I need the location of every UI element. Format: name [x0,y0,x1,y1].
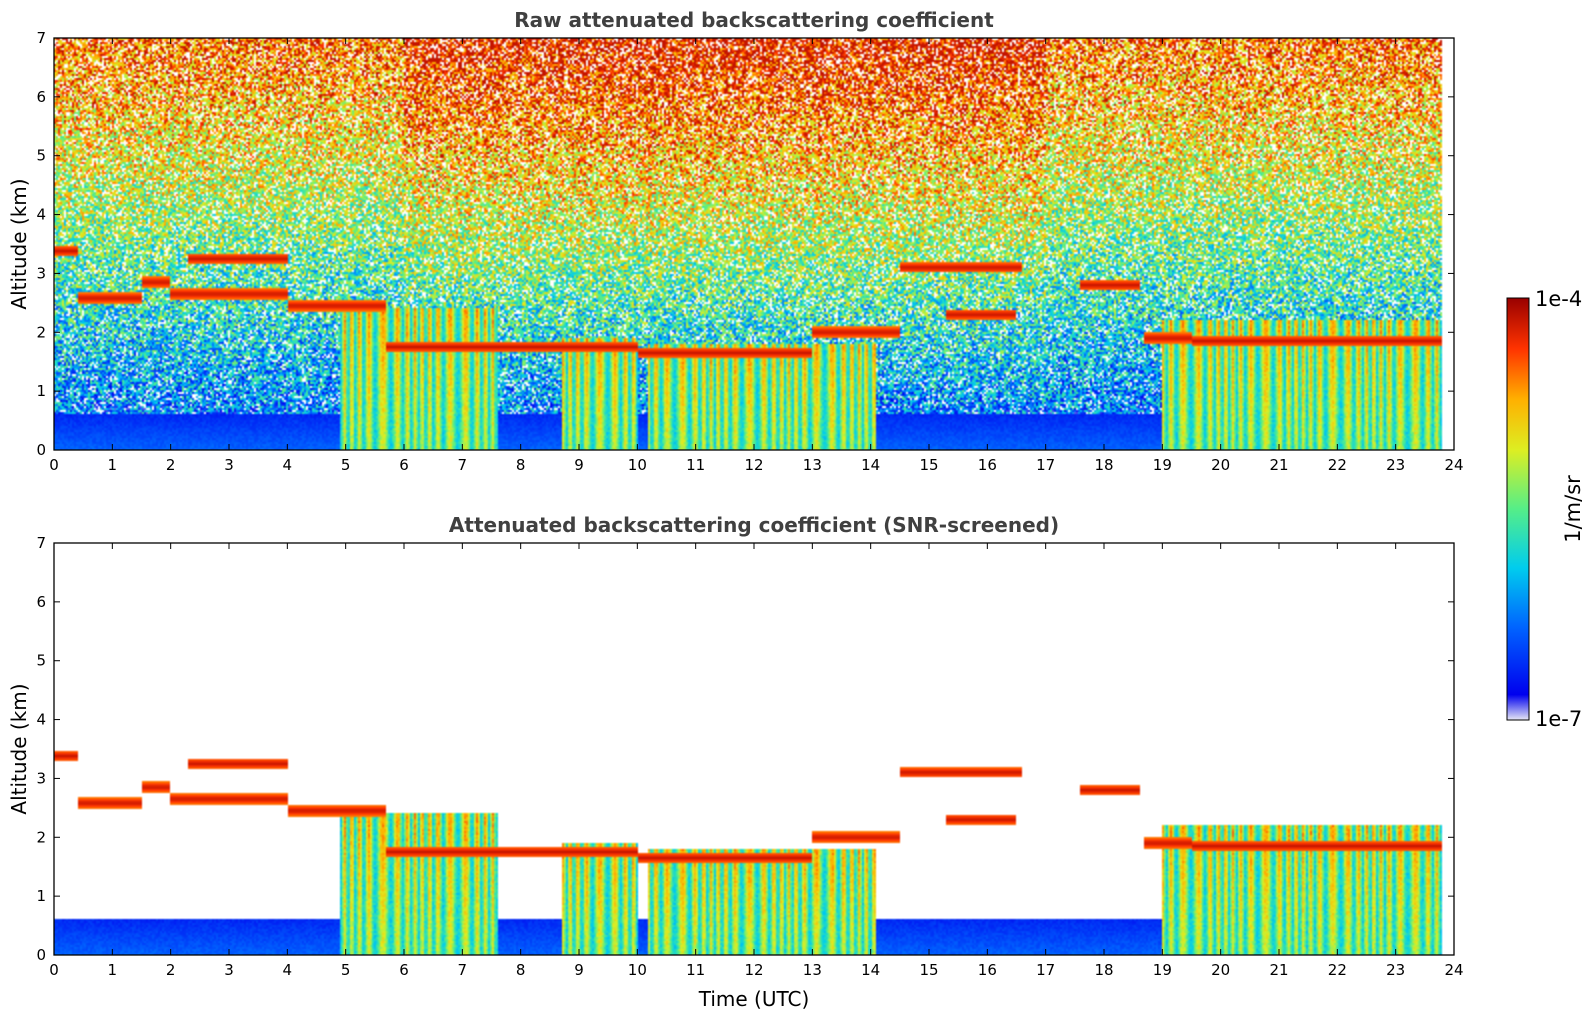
x-tick-label: 23 [1386,961,1405,979]
x-tick-label: 20 [1211,961,1230,979]
x-tick-label: 0 [49,961,59,979]
x-tick-label: 23 [1386,456,1405,474]
heatmap-image [54,38,1454,450]
x-tick-label: 14 [861,456,880,474]
x-tick-label: 9 [574,456,584,474]
x-tick-label: 16 [978,456,997,474]
x-tick-label: 21 [1269,961,1288,979]
x-tick-label: 2 [166,456,176,474]
x-tick-label: 13 [803,456,822,474]
x-tick-label: 1 [108,456,118,474]
y-tick-label: 5 [36,652,46,670]
x-tick-label: 3 [224,961,234,979]
x-tick-label: 15 [919,961,938,979]
x-tick-label: 22 [1328,961,1347,979]
y-tick-label: 3 [36,769,46,787]
colorbar: 1e-4 1e-7 1/m/sr [1506,287,1585,731]
x-tick-label: 15 [919,456,938,474]
panel-title: Attenuated backscattering coefficient (S… [449,513,1059,537]
x-tick-label: 11 [686,961,705,979]
x-tick-label: 19 [1153,456,1172,474]
x-tick-label: 19 [1153,961,1172,979]
x-tick-label: 18 [1094,961,1113,979]
tick-group: 0 1 2 3 4 5 6 7 8 9 10 11 12 13 14 15 16 17 18 19 20 21 22 23 24… [36,29,1463,474]
x-tick-label: 10 [628,961,647,979]
y-axis-label: Altitude (km) [7,683,31,814]
x-tick-label: 8 [516,456,526,474]
panel-raw: Raw attenuated backscattering coefficien… [7,8,1464,474]
y-tick-label: 3 [36,264,46,282]
x-tick-label: 12 [744,961,763,979]
x-tick-label: 2 [166,961,176,979]
x-tick-label: 4 [283,456,293,474]
x-tick-label: 6 [399,456,409,474]
x-tick-label: 21 [1269,456,1288,474]
x-tick-label: 4 [283,961,293,979]
y-tick-label: 2 [36,323,46,341]
colorbar-gradient [1506,297,1530,721]
x-tick-label: 12 [744,456,763,474]
x-tick-label: 18 [1094,456,1113,474]
x-tick-label: 8 [516,961,526,979]
x-tick-label: 5 [341,961,351,979]
x-tick-label: 20 [1211,456,1230,474]
tick-group: 0 1 2 3 4 5 6 7 8 9 10 11 12 13 14 15 16 17 18 19 20 21 22 23 24… [36,534,1463,979]
x-tick-label: 16 [978,961,997,979]
y-tick-label: 7 [36,29,46,47]
x-tick-label: 11 [686,456,705,474]
y-tick-label: 4 [36,206,46,224]
x-tick-label: 6 [399,961,409,979]
y-tick-label: 4 [36,711,46,729]
x-tick-label: 7 [458,456,468,474]
x-tick-label: 1 [108,961,118,979]
y-tick-label: 0 [36,441,46,459]
heatmap-image [54,543,1454,955]
colorbar-units-label: 1/m/sr [1561,475,1585,543]
x-tick-label: 5 [341,456,351,474]
y-tick-label: 1 [36,887,46,905]
y-tick-label: 0 [36,946,46,964]
y-tick-label: 6 [36,593,46,611]
panel-screened: Attenuated backscattering coefficient (S… [7,513,1464,1011]
x-tick-label: 24 [1444,456,1463,474]
x-tick-label: 24 [1444,961,1463,979]
colorbar-min-label: 1e-7 [1535,707,1582,731]
x-tick-label: 17 [1036,961,1055,979]
y-tick-label: 6 [36,88,46,106]
y-tick-label: 1 [36,382,46,400]
colorbar-max-label: 1e-4 [1535,287,1582,311]
x-tick-label: 22 [1328,456,1347,474]
x-tick-label: 3 [224,456,234,474]
x-axis-label: Time (UTC) [698,987,810,1011]
x-tick-label: 13 [803,961,822,979]
x-tick-label: 17 [1036,456,1055,474]
y-tick-label: 2 [36,828,46,846]
x-tick-label: 10 [628,456,647,474]
y-tick-label: 5 [36,147,46,165]
x-tick-label: 9 [574,961,584,979]
y-axis-label: Altitude (km) [7,178,31,309]
x-tick-label: 7 [458,961,468,979]
x-tick-label: 14 [861,961,880,979]
panel-title: Raw attenuated backscattering coefficien… [514,8,994,32]
y-tick-label: 7 [36,534,46,552]
x-tick-label: 0 [49,456,59,474]
